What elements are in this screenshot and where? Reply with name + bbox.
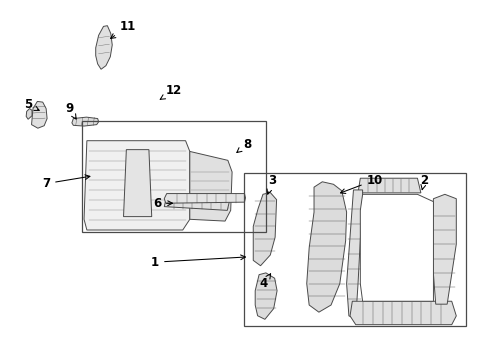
Polygon shape bbox=[346, 190, 362, 319]
Polygon shape bbox=[72, 117, 99, 126]
Polygon shape bbox=[189, 152, 232, 221]
Text: 9: 9 bbox=[65, 102, 76, 119]
Polygon shape bbox=[430, 194, 455, 304]
Polygon shape bbox=[31, 102, 47, 128]
Text: 5: 5 bbox=[24, 99, 39, 112]
Text: 4: 4 bbox=[259, 274, 270, 290]
Polygon shape bbox=[357, 178, 420, 193]
Text: 3: 3 bbox=[266, 174, 276, 194]
Polygon shape bbox=[96, 26, 112, 69]
Polygon shape bbox=[360, 194, 432, 301]
Polygon shape bbox=[84, 141, 189, 230]
Polygon shape bbox=[253, 193, 276, 266]
Text: 10: 10 bbox=[340, 174, 382, 193]
Polygon shape bbox=[164, 195, 229, 210]
Text: 11: 11 bbox=[110, 20, 136, 39]
Text: 1: 1 bbox=[151, 255, 245, 269]
Polygon shape bbox=[123, 150, 151, 217]
Text: 8: 8 bbox=[236, 138, 250, 153]
Polygon shape bbox=[26, 109, 32, 119]
Text: 2: 2 bbox=[420, 174, 427, 190]
Text: 12: 12 bbox=[160, 84, 182, 99]
Bar bbox=[244, 173, 465, 327]
Polygon shape bbox=[306, 182, 346, 312]
Polygon shape bbox=[164, 194, 245, 203]
Text: 6: 6 bbox=[153, 197, 172, 210]
Text: 7: 7 bbox=[42, 175, 90, 190]
Polygon shape bbox=[349, 301, 455, 325]
Bar bbox=[81, 121, 266, 232]
Polygon shape bbox=[255, 273, 277, 319]
